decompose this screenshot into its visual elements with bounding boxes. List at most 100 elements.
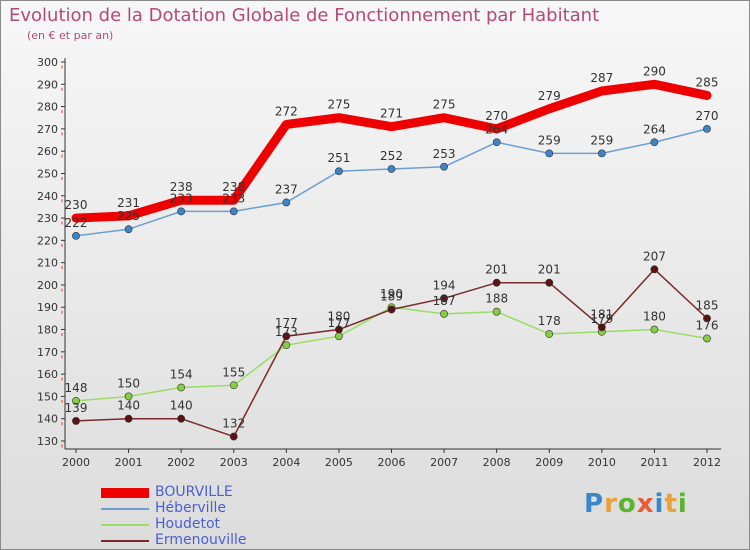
data-label: 180 [643, 310, 666, 324]
data-point [650, 325, 659, 334]
data-point [124, 414, 133, 423]
logo-letter: i [677, 489, 688, 519]
legend-swatch [101, 507, 149, 511]
data-label: 140 [170, 399, 193, 413]
y-tick-label: 220 [37, 234, 58, 247]
logo-letter: r [604, 489, 618, 519]
data-point [597, 323, 606, 332]
data-label: 189 [380, 289, 403, 303]
data-point [124, 225, 133, 234]
data-label: 285 [696, 75, 719, 89]
data-point [703, 314, 711, 323]
y-tick-label: 270 [37, 123, 58, 136]
logo-letter: x [636, 489, 655, 519]
y-tick-label: 260 [37, 145, 58, 158]
data-label: 238 [170, 180, 193, 194]
y-tick-label: 180 [37, 324, 58, 337]
logo-letter: P [584, 489, 605, 519]
data-point [335, 167, 343, 176]
data-label: 238 [222, 180, 245, 194]
data-label: 154 [170, 367, 193, 381]
data-point [440, 294, 448, 303]
x-tick-label: 2011 [640, 456, 668, 469]
legend-swatch [101, 523, 149, 527]
data-label: 233 [222, 191, 245, 205]
data-label: 185 [696, 298, 719, 312]
data-label: 173 [275, 325, 298, 339]
data-point [597, 149, 606, 158]
data-label: 176 [696, 318, 719, 332]
x-tick-label: 2007 [430, 456, 458, 469]
data-point [440, 310, 448, 318]
data-label: 264 [643, 122, 666, 136]
data-point [72, 417, 80, 425]
data-label: 270 [696, 109, 719, 123]
data-label: 180 [327, 310, 350, 324]
x-tick-label: 2005 [325, 456, 353, 469]
data-label: 132 [222, 417, 245, 431]
data-point [72, 396, 80, 405]
proxiti-logo[interactable]: Proxiti [584, 489, 688, 519]
data-point [492, 278, 501, 287]
data-point [545, 330, 554, 338]
y-tick-label: 170 [37, 346, 58, 359]
data-point [229, 207, 238, 216]
data-label: 287 [590, 71, 613, 85]
data-label: 233 [170, 191, 193, 205]
data-label: 187 [433, 294, 456, 308]
data-label: 139 [65, 401, 88, 415]
data-point [387, 305, 396, 314]
data-label: 275 [433, 98, 456, 112]
data-label: 259 [538, 133, 561, 147]
data-label: 279 [538, 89, 561, 103]
data-label: 253 [433, 147, 456, 161]
data-label: 272 [275, 104, 298, 118]
data-point [282, 332, 291, 341]
x-tick-label: 2010 [588, 456, 616, 469]
y-tick-label: 160 [37, 368, 58, 381]
data-label: 231 [117, 196, 140, 210]
data-label: 150 [117, 376, 140, 390]
x-tick-label: 2003 [220, 456, 248, 469]
y-tick-label: 300 [37, 56, 58, 69]
logo-letter: o [617, 489, 637, 519]
chart-subtitle: (en € et par an) [27, 29, 114, 42]
data-label: 194 [433, 278, 456, 292]
data-point [124, 392, 133, 401]
data-label: 252 [380, 149, 403, 163]
y-tick-label: 250 [37, 167, 58, 180]
legend-swatch [101, 539, 149, 543]
data-label: 275 [327, 98, 350, 112]
data-point [545, 149, 554, 158]
chart-title: Evolution de la Dotation Globale de Fonc… [9, 5, 600, 26]
data-point [177, 383, 186, 392]
data-label: 179 [590, 312, 613, 326]
series-line-bourville [71, 79, 712, 223]
x-tick-label: 2002 [167, 456, 195, 469]
y-tick-label: 230 [37, 212, 58, 225]
data-label: 259 [590, 133, 613, 147]
data-label: 230 [65, 198, 88, 212]
data-label: 177 [275, 316, 298, 330]
y-tick-label: 240 [37, 190, 58, 203]
data-point [72, 231, 80, 240]
data-point [650, 265, 659, 274]
data-point [177, 414, 186, 423]
data-label: 155 [222, 365, 245, 379]
logo-letter: i [654, 489, 665, 519]
data-point [335, 325, 343, 334]
data-point [545, 278, 554, 287]
x-tick-label: 2006 [378, 456, 406, 469]
data-label: 190 [380, 287, 403, 301]
legend-label: Héberville [155, 500, 226, 516]
data-label: 177 [327, 316, 350, 330]
y-tick-label: 290 [37, 78, 58, 91]
data-point [650, 138, 659, 147]
data-point [177, 207, 186, 216]
data-point [229, 432, 238, 441]
data-label: 222 [65, 216, 88, 230]
data-label: 148 [65, 381, 88, 395]
x-tick-label: 2009 [535, 456, 563, 469]
data-label: 201 [538, 263, 561, 277]
